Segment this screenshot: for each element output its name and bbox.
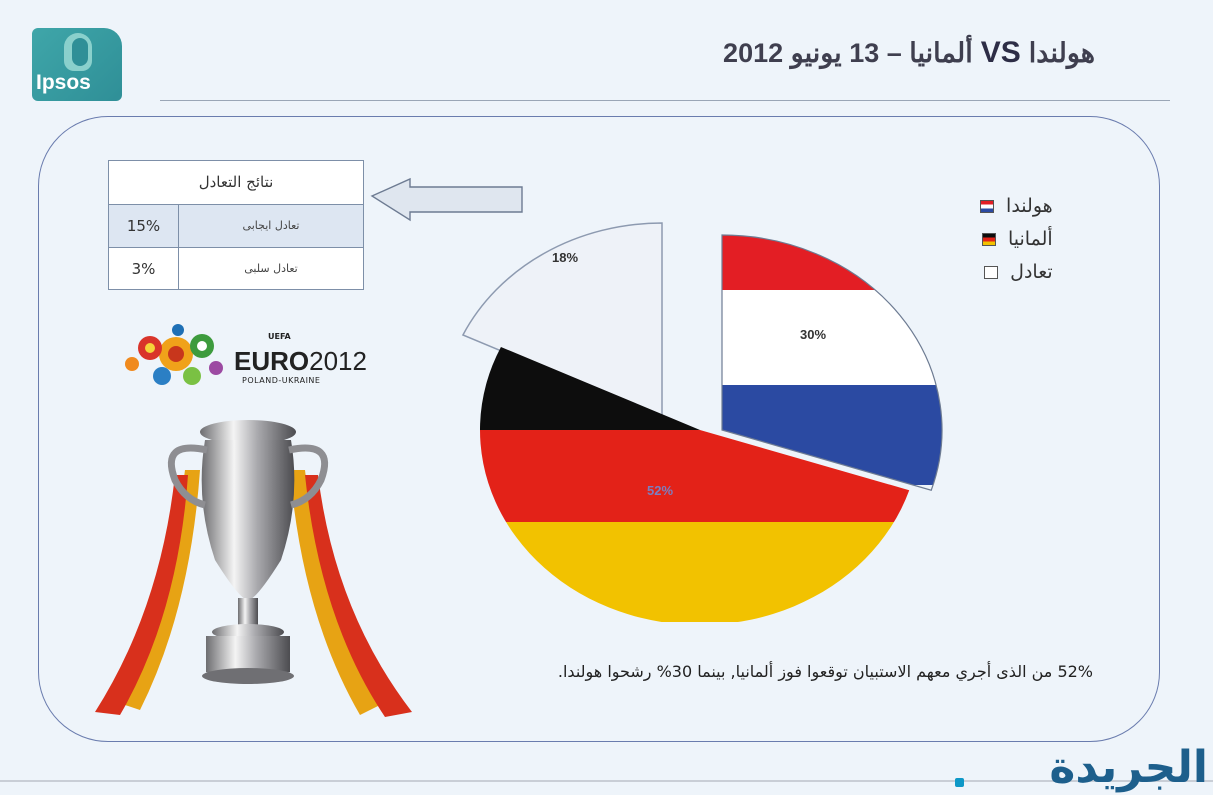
euro-flower-icon xyxy=(125,324,223,385)
title-team: هولندا xyxy=(1028,38,1095,68)
pointer-arrow-icon xyxy=(370,177,523,222)
euro-text: EURO2012 xyxy=(234,346,367,377)
ipsos-logo: Ipsos xyxy=(32,28,122,101)
netherlands-flag-icon xyxy=(980,200,994,213)
draw-results-table: نتائج التعادل 15% تعادل ايجابى 3% تعادل … xyxy=(108,160,364,290)
legend-item-netherlands: هولندا xyxy=(980,190,1053,223)
aljarida-logo: الجريدة xyxy=(1049,742,1208,793)
chart-legend: هولندا ألمانيا تعادل xyxy=(980,190,1053,289)
page-title: هولنداVSألمانيا – 13 يونيو 2012 xyxy=(723,36,1095,70)
table-cell-pct: 15% xyxy=(109,205,179,247)
euro-year: 2012 xyxy=(309,346,367,376)
trophy-image xyxy=(95,420,412,717)
brand-dot-icon xyxy=(955,778,964,787)
euro2012-logo: UEFA EURO2012 POLAND-UKRAINE xyxy=(118,318,367,390)
summary-caption: 52% من الذى أجري معهم الاستبيان توقعوا ف… xyxy=(557,662,1093,681)
pie-label-netherlands: 30% xyxy=(800,327,826,342)
ipsos-logo-text: Ipsos xyxy=(36,71,91,94)
table-row: 3% تعادل سلبى xyxy=(109,248,363,290)
header-divider xyxy=(160,100,1170,101)
euro-word: EURO xyxy=(234,346,310,376)
pie-label-draw: 18% xyxy=(552,250,578,265)
table-cell-label: تعادل ايجابى xyxy=(242,219,300,232)
title-vs: VS xyxy=(980,36,1021,69)
pie-label-germany: 52% xyxy=(647,483,673,498)
uefa-text: UEFA xyxy=(268,332,291,341)
footer-divider xyxy=(0,780,1213,782)
legend-label: تعادل xyxy=(1010,261,1053,283)
table-cell-label: تعادل سلبى xyxy=(244,262,298,275)
legend-item-draw: تعادل xyxy=(980,256,1053,289)
title-main: ألمانيا – 13 يونيو 2012 xyxy=(723,38,973,68)
germany-flag-icon xyxy=(981,233,996,246)
legend-label: ألمانيا xyxy=(1008,228,1053,250)
euro-subtitle: POLAND-UKRAINE xyxy=(242,376,321,385)
ipsos-head-shape xyxy=(72,38,88,66)
draw-swatch-icon xyxy=(984,266,999,279)
table-cell-pct: 3% xyxy=(109,248,179,290)
table-row: 15% تعادل ايجابى xyxy=(109,205,363,248)
legend-item-germany: ألمانيا xyxy=(980,223,1053,256)
table-title: نتائج التعادل xyxy=(109,161,363,205)
legend-label: هولندا xyxy=(1006,195,1053,217)
